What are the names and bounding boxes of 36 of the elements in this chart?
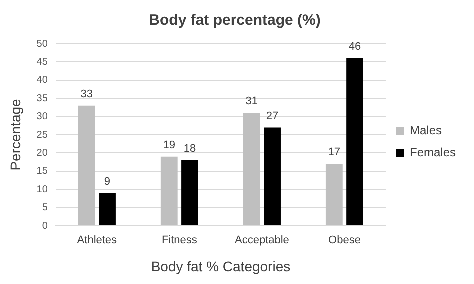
- y-tick-label: 20: [36, 148, 48, 159]
- bar: [264, 128, 281, 226]
- data-label: 9: [104, 176, 111, 188]
- y-tick-label: 15: [36, 166, 48, 178]
- data-label: 33: [80, 88, 93, 100]
- bar: [326, 164, 343, 226]
- y-tick-label: 45: [36, 56, 48, 68]
- data-label: 46: [348, 41, 362, 54]
- bar: [346, 58, 364, 226]
- y-tick-label: 40: [36, 75, 48, 86]
- bar: [99, 193, 116, 226]
- bar: [182, 160, 198, 226]
- x-tick-label: Athletes: [77, 234, 118, 247]
- data-label: 17: [328, 146, 341, 159]
- y-tick-label: 25: [36, 130, 48, 141]
- bar: [78, 106, 96, 226]
- bar: [160, 156, 178, 226]
- data-label: 27: [266, 110, 279, 122]
- y-tick-label: 5: [42, 202, 48, 214]
- x-tick-label: Fitness: [162, 234, 198, 247]
- x-tick-label: Acceptable: [234, 234, 290, 247]
- bar: [243, 113, 260, 226]
- y-tick-label: 10: [36, 184, 48, 196]
- data-label: 19: [163, 139, 176, 152]
- legend-label: Females: [410, 145, 456, 160]
- y-tick-label: 35: [36, 93, 48, 104]
- y-tick-label: 50: [36, 38, 48, 50]
- legend-label: Males: [410, 123, 442, 138]
- y-tick-label: 30: [36, 112, 48, 123]
- y-tick-label: 0: [42, 220, 48, 232]
- x-axis-title: Body fat % Categories: [151, 258, 291, 274]
- x-tick-label: Obese: [328, 234, 361, 247]
- data-label: 18: [184, 143, 196, 156]
- y-axis-title: Percentage: [7, 98, 24, 171]
- chart-title: Body fat percentage (%): [149, 12, 321, 30]
- data-label: 31: [246, 96, 258, 108]
